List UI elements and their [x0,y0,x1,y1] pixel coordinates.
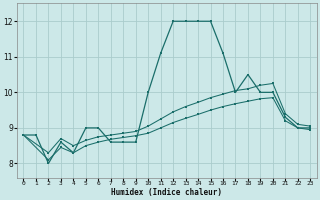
X-axis label: Humidex (Indice chaleur): Humidex (Indice chaleur) [111,188,222,197]
